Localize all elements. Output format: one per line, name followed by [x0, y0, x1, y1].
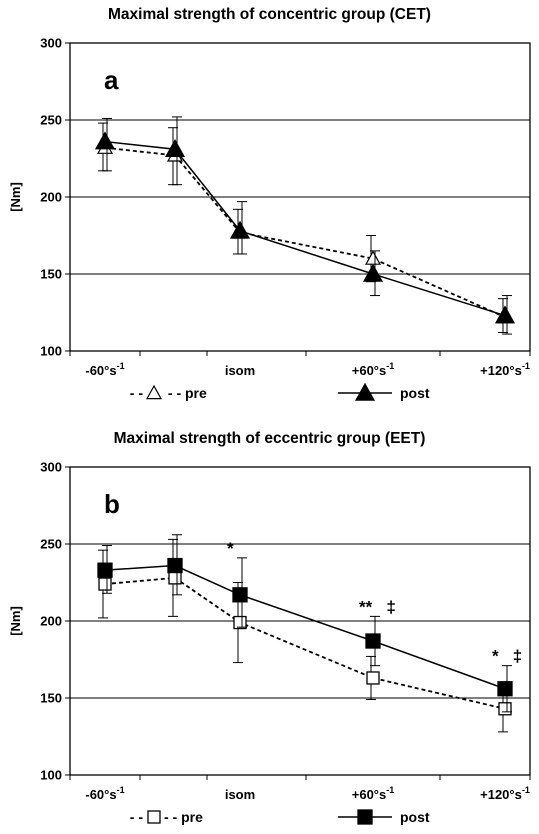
- data-point-post: [232, 587, 248, 603]
- y-tick-label: 300: [40, 460, 62, 475]
- panel-label: b: [104, 489, 120, 519]
- x-tick-label: +120°s-1: [480, 785, 530, 802]
- series-line-pre: [104, 146, 506, 318]
- y-tick-label: 250: [40, 537, 62, 552]
- x-tick-label: -60°s-1: [85, 361, 124, 378]
- x-tick-label: isom: [225, 363, 255, 378]
- legend-label-post: post: [400, 385, 430, 401]
- significance-marker: ** ‡: [359, 597, 396, 616]
- y-tick-label: 250: [40, 113, 62, 128]
- y-tick-label: 200: [40, 190, 62, 205]
- y-tick-label: 200: [40, 614, 62, 629]
- x-tick-label: isom: [225, 787, 255, 802]
- y-tick-label: 150: [40, 267, 62, 282]
- legend-label-post: post: [400, 809, 430, 825]
- legend-prefix-pre: - -: [130, 809, 144, 825]
- data-point-pre: [498, 702, 512, 716]
- data-point-post: [97, 562, 113, 578]
- x-tick-label: +120°s-1: [480, 361, 530, 378]
- legend-marker-pre: [147, 810, 161, 824]
- legend-marker-post: [354, 382, 376, 401]
- significance-marker: * ‡: [492, 647, 522, 666]
- y-tick-label: 100: [40, 768, 62, 783]
- y-tick-label: 100: [40, 344, 62, 359]
- data-point-pre: [233, 615, 247, 630]
- panel-label: a: [104, 65, 119, 95]
- series-line-pre: [104, 576, 506, 710]
- data-point-post: [497, 681, 513, 697]
- x-tick-label: +60°s-1: [352, 785, 395, 802]
- series-line-post: [104, 564, 506, 690]
- chart-panel-b: Maximal strength of eccentric group (EET…: [0, 424, 539, 834]
- y-tick-label: 150: [40, 691, 62, 706]
- data-point-post: [494, 305, 516, 324]
- legend-label-pre: - - pre: [164, 385, 207, 401]
- series-line-post: [104, 140, 506, 317]
- chart-b-svg: 100 150 200 250 300 -60°s-1 isom +60°s-1 +120°s-…: [8, 460, 531, 825]
- data-point-post: [365, 633, 381, 649]
- significance-marker: *: [227, 539, 234, 558]
- y-tick-label: 300: [40, 36, 62, 51]
- data-point-post: [229, 220, 251, 239]
- data-point-pre: [168, 571, 182, 585]
- x-tick-label: +60°s-1: [352, 361, 395, 378]
- data-point-post: [362, 263, 384, 282]
- data-point-pre: [366, 671, 380, 685]
- chart-title: Maximal strength of concentric group (CE…: [108, 6, 431, 23]
- chart-a-svg: 100 150 200 250 300 -60°s-1 isom +60°s-1 +120°s-…: [8, 36, 531, 401]
- legend-label-pre: - - pre: [164, 809, 203, 825]
- data-point-post: [164, 139, 186, 158]
- y-axis-label: [Nm]: [8, 606, 23, 636]
- data-point-pre: [98, 577, 112, 591]
- data-point-post: [94, 131, 116, 150]
- legend-marker-pre: [145, 384, 163, 400]
- chart-panel-a: Maximal strength of concentric group (CE…: [0, 0, 539, 410]
- x-tick-label: -60°s-1: [85, 785, 124, 802]
- data-point-post: [167, 557, 183, 574]
- legend-marker-post: [357, 809, 373, 825]
- legend-prefix-pre: - -: [130, 385, 144, 401]
- chart-title: Maximal strength of eccentric group (EET…: [113, 430, 426, 447]
- y-axis-label: [Nm]: [8, 182, 23, 212]
